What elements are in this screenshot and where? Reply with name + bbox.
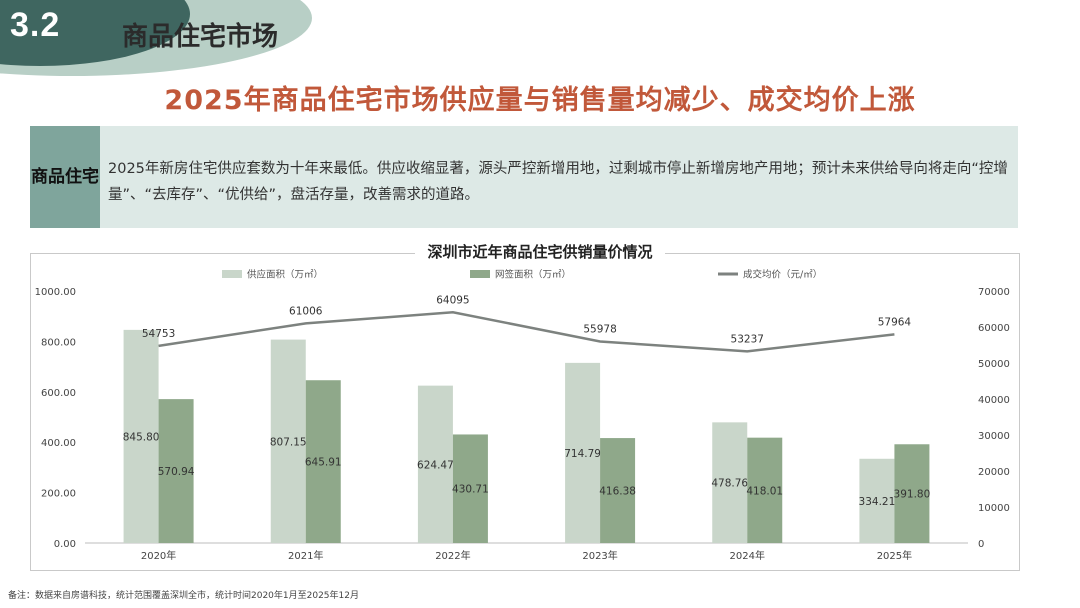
line-value-label: 53237 <box>731 333 764 345</box>
summary-label: 商品住宅 <box>30 126 100 228</box>
y-right-tick-label: 0 <box>978 539 984 550</box>
price-line <box>158 310 895 353</box>
y-left-tick-label: 200.00 <box>41 489 76 500</box>
bar-value-label: 570.94 <box>158 466 195 478</box>
bar-value-label: 430.71 <box>452 484 489 496</box>
corner-decoration <box>0 0 312 76</box>
legend-label: 网签面积（万㎡） <box>495 269 571 281</box>
summary-text: 2025年新房住宅供应套数为十年来最低。供应收缩显著，源头严控新增用地，过剩城市… <box>108 161 1008 203</box>
headline: 2025年商品住宅市场供应量与销售量均减少、成交均价上涨 <box>164 85 916 116</box>
legend-label: 供应面积（万㎡） <box>247 269 323 281</box>
bar-supply <box>859 458 895 543</box>
bar-value-label: 845.80 <box>123 431 160 443</box>
x-tick-label: 2023年 <box>582 549 617 562</box>
bar-supply <box>565 362 601 543</box>
bar-value-label: 334.21 <box>859 496 896 508</box>
y-left-tick-label: 400.00 <box>41 438 76 449</box>
line-value-label: 57964 <box>878 316 912 328</box>
bar-value-label: 714.79 <box>564 448 601 460</box>
chart-title: 深圳市近年商品住宅供销量价情况 <box>415 241 665 262</box>
bar-supply <box>270 339 306 543</box>
bar-signed <box>894 444 930 543</box>
bar-signed <box>305 380 341 543</box>
bar-value-label: 645.91 <box>305 457 342 469</box>
y-right-tick-label: 60000 <box>978 323 1010 334</box>
legend-swatch <box>470 270 490 278</box>
legend-swatch <box>222 270 242 278</box>
y-right-tick-label: 10000 <box>978 503 1010 514</box>
bar-value-label: 391.80 <box>894 489 931 501</box>
y-right-tick-label: 40000 <box>978 395 1010 406</box>
x-tick-label: 2021年 <box>288 549 323 562</box>
chart-title-wrap: 深圳市近年商品住宅供销量价情况 <box>0 241 1080 262</box>
x-tick-label: 2024年 <box>730 549 765 562</box>
bar-supply <box>123 329 159 543</box>
x-tick-label: 2020年 <box>141 549 176 562</box>
source-note: 备注：数据来自房谱科技，统计范围覆盖深圳全市，统计时间2020年1月至2025年… <box>8 591 359 601</box>
bar-supply <box>712 422 748 543</box>
bar-value-label: 416.38 <box>599 486 636 498</box>
bar-value-label: 807.15 <box>270 436 307 448</box>
y-right-tick-label: 50000 <box>978 359 1010 370</box>
legend-label: 成交均价（元/㎡） <box>743 269 822 281</box>
line-value-label: 54753 <box>142 328 175 340</box>
y-right-tick-label: 20000 <box>978 467 1010 478</box>
line-value-label: 55978 <box>583 323 616 335</box>
summary-box: 商品住宅 2025年新房住宅供应套数为十年来最低。供应收缩显著，源头严控新增用地… <box>30 126 1018 228</box>
bar-value-label: 624.47 <box>417 459 454 471</box>
bar-signed <box>747 437 783 543</box>
bar-signed <box>600 438 636 543</box>
y-right-tick-label: 70000 <box>978 287 1010 298</box>
y-left-tick-label: 0.00 <box>54 539 76 550</box>
bar-value-label: 478.76 <box>711 478 748 490</box>
bar-supply <box>417 385 453 543</box>
bar-value-label: 418.01 <box>746 485 783 497</box>
y-left-tick-label: 600.00 <box>41 388 76 399</box>
y-left-tick-label: 800.00 <box>41 337 76 348</box>
bar-signed <box>452 434 488 543</box>
x-tick-label: 2022年 <box>435 549 470 562</box>
line-value-label: 64095 <box>436 294 469 306</box>
bar-signed <box>158 399 194 543</box>
y-left-tick-label: 1000.00 <box>35 287 76 298</box>
line-value-label: 61006 <box>289 305 323 317</box>
x-tick-label: 2025年 <box>877 549 912 562</box>
y-right-tick-label: 30000 <box>978 431 1010 442</box>
section-number: 3.2 <box>10 6 61 44</box>
section-title: 商品住宅市场 <box>122 22 279 52</box>
